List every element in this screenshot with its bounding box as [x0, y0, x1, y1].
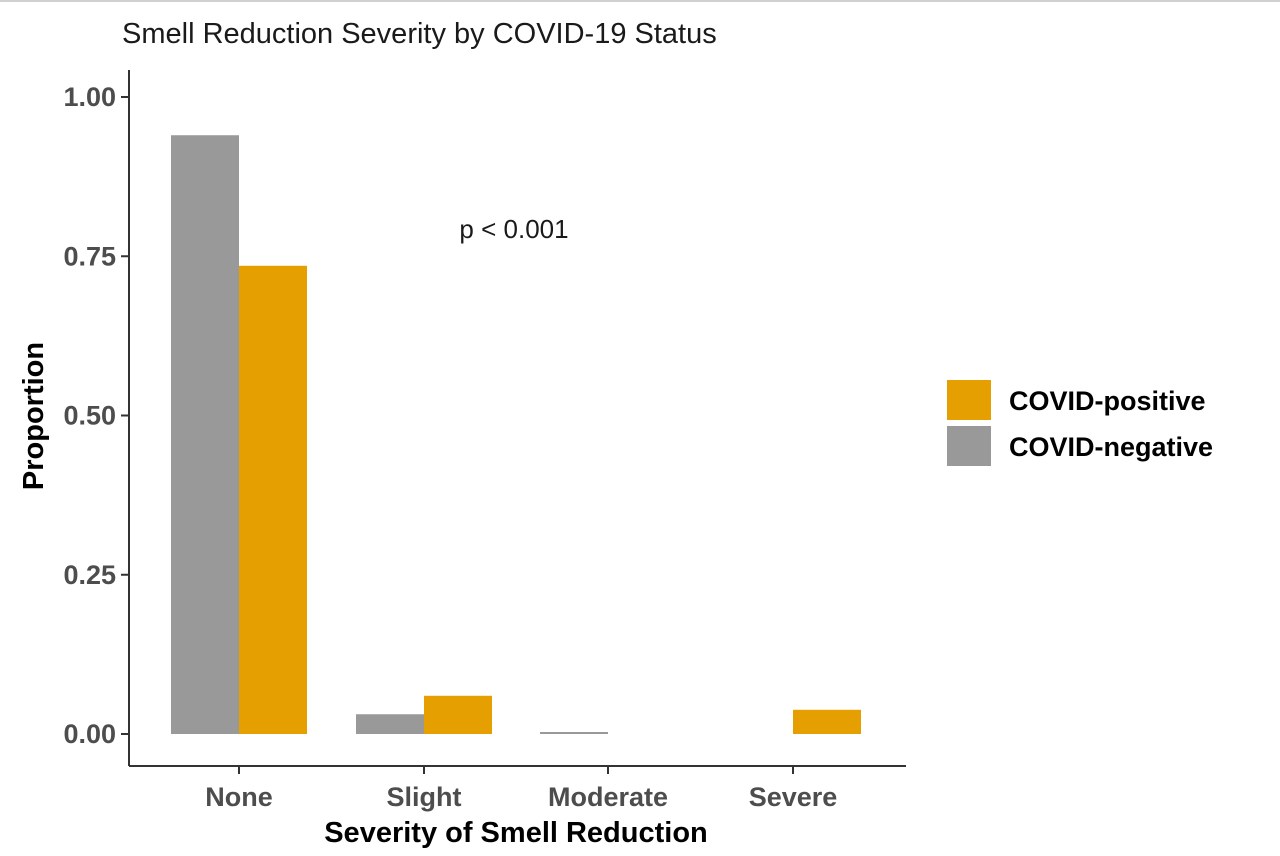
y-tick-label: 0.00 [63, 719, 116, 749]
y-tick-label: 0.25 [63, 560, 116, 590]
y-tick-label: 0.75 [63, 241, 116, 271]
legend: COVID-positive COVID-negative [947, 380, 1213, 466]
x-tick-label: None [205, 782, 273, 812]
y-axis-title: Proportion [18, 342, 50, 490]
bar-covid-negative-none [171, 135, 239, 735]
bar-covid-positive-none [239, 265, 307, 734]
plot-area: 0.00 0.25 0.50 0.75 1.00 None Slight Moderate S… [63, 70, 906, 812]
x-tick-label: Severe [749, 782, 838, 812]
legend-swatch-covid-negative [947, 426, 991, 466]
x-axis-ticks: None Slight Moderate Severe [205, 766, 837, 812]
top-divider [0, 0, 1280, 2]
chart-title: Smell Reduction Severity by COVID-19 Sta… [122, 18, 717, 50]
y-tick-label: 1.00 [63, 82, 116, 112]
legend-label-covid-negative: COVID-negative [1009, 432, 1213, 462]
x-tick-label: Moderate [548, 782, 668, 812]
p-value-annotation: p < 0.001 [459, 214, 568, 244]
bar-covid-negative-moderate [540, 732, 608, 734]
y-tick-label: 0.50 [63, 401, 116, 431]
x-tick-label: Slight [387, 782, 462, 812]
bar-covid-negative-slight [356, 714, 424, 734]
bar-covid-positive-slight [424, 695, 492, 734]
legend-label-covid-positive: COVID-positive [1009, 386, 1206, 416]
legend-swatch-covid-positive [947, 380, 991, 420]
bar-covid-positive-severe [793, 709, 861, 734]
x-axis-title: Severity of Smell Reduction [324, 817, 708, 849]
bars-group [171, 135, 861, 735]
y-axis-ticks: 0.00 0.25 0.50 0.75 1.00 [63, 82, 129, 749]
